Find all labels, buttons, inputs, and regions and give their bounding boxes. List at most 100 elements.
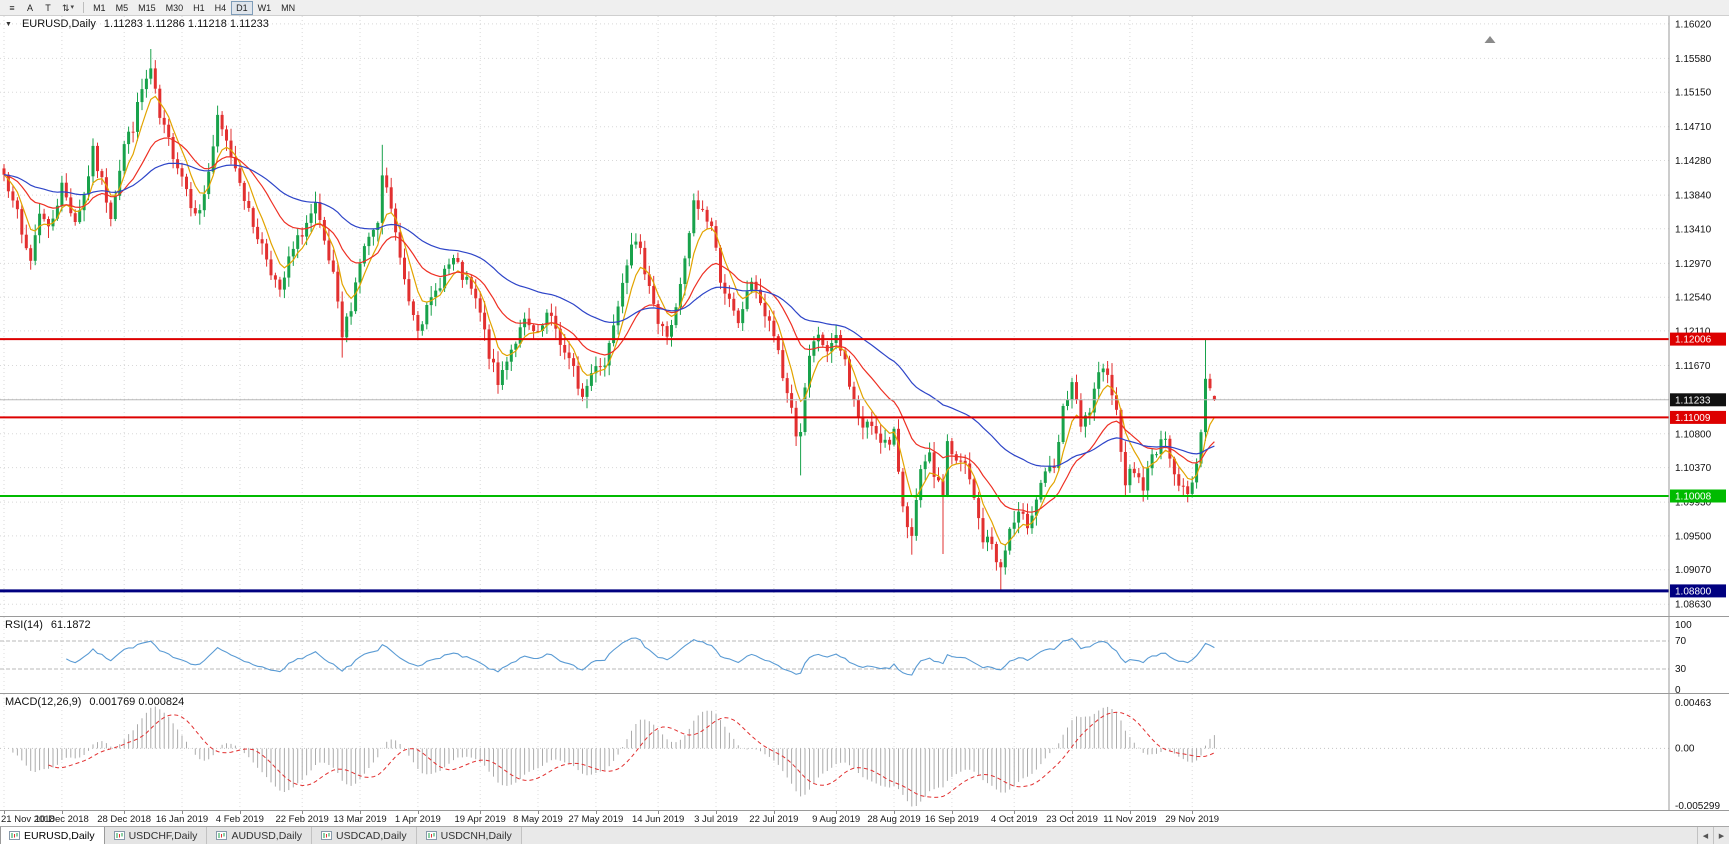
dropdown-caret-icon: ▾ bbox=[70, 3, 75, 11]
tab-eurusd-daily[interactable]: EURUSD,Daily bbox=[0, 827, 105, 844]
price-axis-background bbox=[1669, 694, 1729, 810]
price-axis-label: 1.12540 bbox=[1675, 293, 1712, 304]
time-axis-tick bbox=[417, 811, 419, 814]
rsi-value: 61.1872 bbox=[50, 619, 91, 631]
price-axis-label: 1.13840 bbox=[1675, 191, 1712, 202]
price-axis-label: 1.08630 bbox=[1675, 600, 1712, 611]
rsi-chart[interactable]: 100 70 30 0 bbox=[0, 617, 1729, 693]
price-axis-label: 1.15580 bbox=[1675, 54, 1712, 65]
ma-line-52 bbox=[3, 162, 1215, 467]
chart-ohlc-values: 1.11283 1.11286 1.11218 1.11233 bbox=[103, 18, 269, 30]
macd-chart[interactable]: 0.00463 0.00 -0.005299 bbox=[0, 694, 1729, 810]
timeframe-w1-button[interactable]: W1 bbox=[253, 1, 277, 15]
ma-line-6 bbox=[3, 95, 1215, 546]
timeframe-m5-button[interactable]: M5 bbox=[111, 1, 134, 15]
chart-symbol-label: EURUSD,Daily bbox=[21, 18, 96, 30]
date-label: 29 Nov 2019 bbox=[1165, 814, 1220, 825]
price-badge: 1.12006 bbox=[1670, 332, 1726, 346]
chart-tabs-bar: EURUSD,Daily USDCHF,Daily AUDUSD,Daily U… bbox=[0, 826, 1729, 844]
rsi-indicator-panel: 100 70 30 0 RSI(14) 61.1872 bbox=[0, 616, 1729, 693]
tab-audusd-daily[interactable]: AUDUSD,Daily bbox=[207, 827, 313, 844]
date-label: 4 Oct 2019 bbox=[990, 814, 1038, 825]
top-toolbar: ≡ A T ⇅ ▾ M1 M5 M15 M30 H1 H4 D1 W1 MN bbox=[0, 0, 1729, 16]
timeframe-h4-button[interactable]: H4 bbox=[210, 1, 232, 15]
macd-title: MACD(12,26,9) bbox=[5, 696, 82, 708]
toolbar-separator bbox=[83, 2, 85, 13]
svg-text:1.08800: 1.08800 bbox=[1675, 586, 1712, 597]
date-label: 23 Oct 2019 bbox=[1046, 814, 1098, 825]
price-axis-background bbox=[1669, 16, 1729, 616]
rsi-axis-label: 100 bbox=[1675, 620, 1692, 631]
timeframe-h1-button[interactable]: H1 bbox=[188, 1, 210, 15]
time-axis-tick bbox=[1192, 811, 1194, 814]
macd-values: 0.001769 0.000824 bbox=[89, 696, 185, 708]
chart-tab-icon bbox=[321, 831, 333, 840]
price-axis-label: 1.09930 bbox=[1675, 498, 1712, 509]
tab-scroll-right-button[interactable]: ▶ bbox=[1713, 827, 1729, 844]
tab-usdcad-daily[interactable]: USDCAD,Daily bbox=[312, 827, 417, 844]
grid bbox=[3, 617, 1193, 693]
date-label: 28 Dec 2018 bbox=[97, 814, 152, 825]
time-axis-tick bbox=[1129, 811, 1131, 814]
date-label: 28 Aug 2019 bbox=[867, 814, 921, 825]
timeframe-m1-button[interactable]: M1 bbox=[88, 1, 111, 15]
tab-label: USDCNH,Daily bbox=[440, 829, 512, 842]
date-label: 14 Jun 2019 bbox=[631, 814, 685, 825]
timeframe-mn-button[interactable]: MN bbox=[276, 1, 300, 15]
time-axis-tick bbox=[951, 811, 953, 814]
time-axis-tick bbox=[658, 811, 660, 814]
tab-label: EURUSD,Daily bbox=[24, 829, 95, 842]
date-label: 9 Aug 2019 bbox=[812, 814, 861, 825]
timeframe-m30-button[interactable]: M30 bbox=[161, 1, 189, 15]
svg-text:1.12006: 1.12006 bbox=[1675, 335, 1712, 346]
date-label: 3 Jul 2019 bbox=[694, 814, 738, 825]
time-axis-tick bbox=[1072, 811, 1073, 814]
menu-icon[interactable]: ≡ bbox=[9, 2, 15, 13]
time-axis: 21 Nov 2018 10 Dec 2018 28 Dec 2018 16 Jan … bbox=[0, 810, 1729, 826]
text-a-tool-button[interactable]: A bbox=[26, 2, 33, 13]
macd-indicator-panel: 0.00463 0.00 -0.005299 MACD(12,26,9) 0.001… bbox=[0, 693, 1729, 810]
timeframe-m15-button[interactable]: M15 bbox=[133, 1, 161, 15]
timeframe-d1-button[interactable]: D1 bbox=[231, 0, 253, 15]
candles bbox=[2, 49, 1216, 592]
price-axis-label: 1.10370 bbox=[1675, 463, 1712, 474]
tab-usdchf-daily[interactable]: USDCHF,Daily bbox=[104, 827, 208, 844]
date-label: 19 Apr 2019 bbox=[454, 814, 506, 825]
svg-text:1.11233: 1.11233 bbox=[1675, 395, 1711, 406]
time-axis-tick bbox=[894, 811, 895, 814]
rsi-axis-label: 0 bbox=[1675, 685, 1681, 693]
ma-line-20 bbox=[3, 137, 1215, 513]
chart-tab-icon bbox=[113, 831, 125, 840]
time-axis-tick bbox=[360, 811, 361, 814]
price-axis-label: 1.09500 bbox=[1675, 531, 1712, 542]
chart-shift-marker bbox=[1484, 36, 1496, 43]
grid bbox=[0, 16, 1669, 616]
date-label: 8 May 2019 bbox=[513, 814, 563, 825]
price-chart-panel: 1.16020 1.15580 1.15150 1.14710 1.14280 1.138… bbox=[0, 16, 1729, 616]
macd-histogram bbox=[12, 706, 1215, 807]
tab-label: USDCAD,Daily bbox=[336, 829, 407, 842]
macd-axis-label: 0.00 bbox=[1675, 743, 1695, 754]
candlestick-chart[interactable]: 1.16020 1.15580 1.15150 1.14710 1.14280 1.138… bbox=[0, 16, 1729, 616]
time-axis-tick bbox=[182, 811, 183, 814]
date-label: 10 Dec 2018 bbox=[34, 814, 89, 825]
macd-signal-line bbox=[48, 711, 1215, 798]
date-label: 1 Apr 2019 bbox=[394, 814, 441, 825]
time-axis-tick bbox=[773, 811, 775, 814]
price-axis-label: 1.09070 bbox=[1675, 565, 1712, 576]
grid bbox=[3, 694, 1193, 810]
tab-usdcnh-daily[interactable]: USDCNH,Daily bbox=[416, 827, 522, 844]
one-click-trading-toggle-icon[interactable]: ▼ bbox=[5, 20, 12, 28]
time-axis-tick bbox=[61, 811, 63, 814]
price-axis-label: 1.15150 bbox=[1675, 88, 1712, 99]
chart-tab-icon bbox=[9, 831, 20, 840]
price-axis-background bbox=[1669, 617, 1729, 693]
time-axis-tick bbox=[4, 811, 5, 814]
tab-scroll-left-button[interactable]: ◀ bbox=[1697, 827, 1713, 844]
arrows-tool-button[interactable]: ⇅ ▾ bbox=[57, 1, 79, 15]
date-label: 4 Feb 2019 bbox=[215, 814, 264, 825]
text-t-tool-button[interactable]: T bbox=[45, 2, 51, 13]
date-label: 22 Jul 2019 bbox=[749, 814, 799, 825]
time-axis-tick bbox=[716, 811, 717, 814]
